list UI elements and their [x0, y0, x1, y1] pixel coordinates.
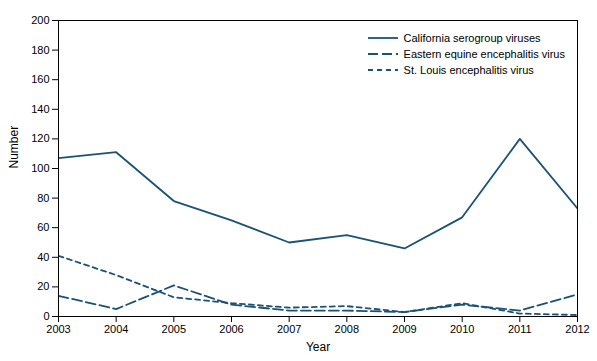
svg-text:Year: Year: [306, 340, 330, 354]
svg-text:160: 160: [31, 73, 49, 85]
svg-text:2010: 2010: [450, 323, 474, 335]
svg-text:100: 100: [31, 162, 49, 174]
svg-text:2008: 2008: [335, 323, 359, 335]
svg-text:60: 60: [37, 221, 49, 233]
svg-text:2006: 2006: [219, 323, 243, 335]
svg-text:20: 20: [37, 280, 49, 292]
svg-text:180: 180: [31, 44, 49, 56]
html-text:St. Louis encephalitis virus: St. Louis encephalitis virus: [403, 64, 534, 76]
svg-text:2005: 2005: [162, 323, 186, 335]
svg-text:Number: Number: [7, 126, 21, 169]
html-text:Eastern equine encephalitis vi: Eastern equine encephalitis virus: [403, 48, 565, 60]
html-text:California serogroup viruses: California serogroup viruses: [403, 32, 541, 44]
svg-text:0: 0: [43, 310, 49, 322]
svg-text:2012: 2012: [565, 323, 589, 335]
svg-text:40: 40: [37, 251, 49, 263]
svg-text:200: 200: [31, 14, 49, 26]
svg-text:120: 120: [31, 132, 49, 144]
svg-text:2003: 2003: [46, 323, 70, 335]
svg-text:2007: 2007: [277, 323, 301, 335]
svg-text:140: 140: [31, 103, 49, 115]
svg-text:2009: 2009: [392, 323, 416, 335]
svg-text:2011: 2011: [508, 323, 532, 335]
svg-text:80: 80: [37, 192, 49, 204]
svg-text:2004: 2004: [104, 323, 128, 335]
